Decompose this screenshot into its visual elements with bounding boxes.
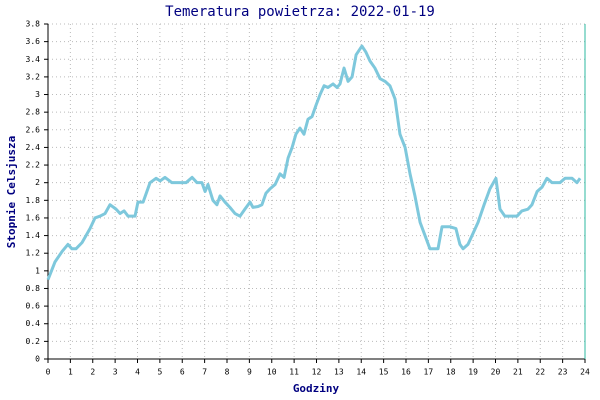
y-tick-label: 2.6 [26, 125, 41, 134]
y-tick-label: 3.2 [26, 72, 41, 81]
x-tick-label: 6 [180, 368, 185, 377]
x-tick-label: 10 [267, 368, 277, 377]
x-tick-label: 9 [247, 368, 252, 377]
chart-title: Temeratura powietrza: 2022-01-19 [165, 4, 435, 20]
x-tick-label: 1 [68, 368, 73, 377]
x-tick-label: 17 [424, 368, 434, 377]
x-tick-label: 24 [580, 368, 590, 377]
x-tick-label: 20 [491, 368, 501, 377]
x-tick-label: 14 [356, 368, 366, 377]
y-tick-label: 1.4 [26, 231, 41, 240]
y-tick-label: 0 [35, 355, 40, 364]
x-tick-label: 7 [202, 368, 207, 377]
x-tick-label: 22 [535, 368, 545, 377]
y-tick-label: 0.6 [26, 302, 41, 311]
x-tick-label: 2 [90, 368, 95, 377]
x-tick-label: 8 [225, 368, 230, 377]
x-tick-label: 3 [113, 368, 118, 377]
x-tick-label: 11 [289, 368, 299, 377]
x-tick-label: 16 [401, 368, 411, 377]
x-tick-label: 5 [157, 368, 162, 377]
y-tick-label: 0.2 [26, 337, 41, 346]
y-tick-label: 3 [35, 90, 40, 99]
x-tick-label: 23 [558, 368, 568, 377]
y-tick-label: 3.8 [26, 20, 41, 29]
x-tick-label: 13 [334, 368, 344, 377]
y-tick-label: 1.2 [26, 249, 41, 258]
y-tick-label: 2.4 [26, 143, 41, 152]
x-tick-label: 12 [312, 368, 322, 377]
y-tick-label: 1 [35, 266, 40, 275]
x-tick-label: 4 [135, 368, 140, 377]
line [46, 44, 582, 281]
y-tick-label: 2.8 [26, 108, 41, 117]
y-tick-label: 3.6 [26, 37, 41, 46]
y-tick-label: 0.8 [26, 284, 41, 293]
y-tick-label: 1.6 [26, 213, 41, 222]
y-tick-label: 1.8 [26, 196, 41, 205]
x-tick-label: 0 [46, 368, 51, 377]
x-tick-label: 19 [468, 368, 478, 377]
y-tick-label: 2.2 [26, 161, 41, 170]
x-tick-label: 18 [446, 368, 456, 377]
y-tick-label: 3.4 [26, 55, 41, 64]
x-axis-label: Godziny [293, 382, 340, 395]
x-tick-label: 21 [513, 368, 523, 377]
y-tick-label: 0.4 [26, 319, 41, 328]
x-tick-label: 15 [379, 368, 389, 377]
y-axis-label: Stopnie Celsjusza [5, 136, 18, 249]
y-tick-label: 2 [35, 178, 40, 187]
